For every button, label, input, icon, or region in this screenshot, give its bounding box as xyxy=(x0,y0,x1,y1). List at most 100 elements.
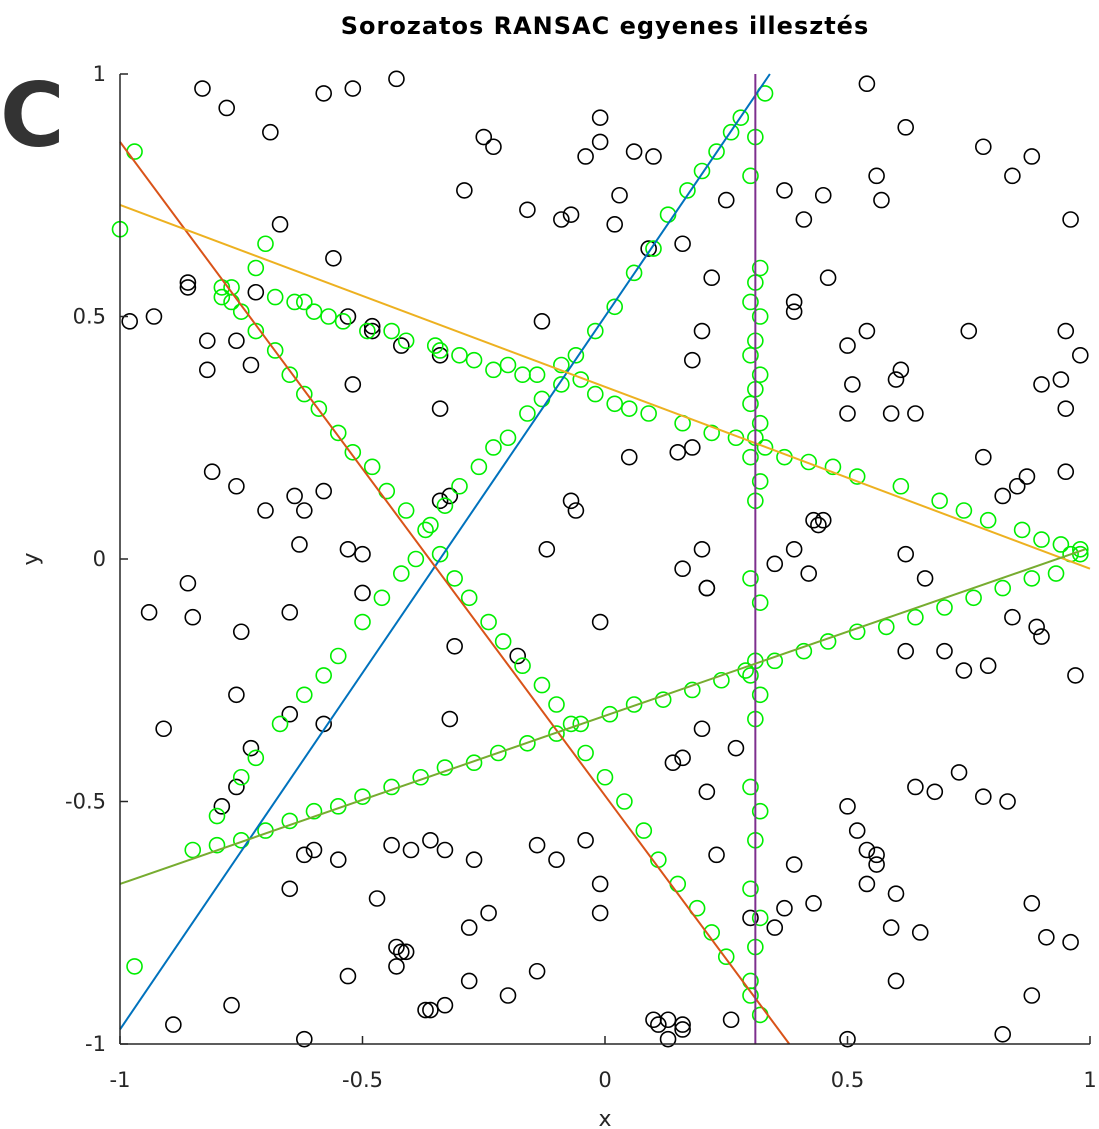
inlier-point xyxy=(616,793,633,810)
inlier-point xyxy=(431,342,449,359)
inlier-point xyxy=(465,351,483,369)
outlier-point xyxy=(1008,477,1026,495)
outlier-point xyxy=(533,313,551,330)
inlier-point xyxy=(247,259,265,277)
outlier-point xyxy=(907,405,924,422)
inlier-point xyxy=(756,439,774,456)
inlier-point xyxy=(426,337,444,354)
outlier-point xyxy=(271,216,289,233)
x-axis-label: x xyxy=(598,1107,611,1129)
outlier-point xyxy=(674,749,691,767)
outlier-point xyxy=(611,186,628,204)
outlier-point xyxy=(339,308,357,325)
inlier-point xyxy=(848,468,866,485)
inlier-point xyxy=(533,390,551,408)
inlier-point xyxy=(451,477,468,495)
outlier-point xyxy=(548,851,565,869)
inlier-point xyxy=(708,143,725,160)
outlier-point xyxy=(936,642,953,660)
inlier-point xyxy=(514,657,531,675)
inlier-point xyxy=(800,453,818,471)
outlier-point xyxy=(708,846,725,864)
inlier-point xyxy=(213,288,231,306)
inlier-point xyxy=(742,667,759,684)
outlier-point xyxy=(645,148,662,165)
outlier-point xyxy=(417,1001,434,1019)
outlier-point xyxy=(1004,167,1021,185)
inlier-point xyxy=(640,405,657,422)
outlier-point xyxy=(179,274,197,291)
inlier-point xyxy=(1023,570,1041,587)
outlier-point xyxy=(897,545,915,563)
inlier-point xyxy=(693,162,711,180)
outlier-point xyxy=(1052,371,1070,388)
outlier-point xyxy=(286,487,303,505)
outlier-point xyxy=(262,123,279,141)
outlier-point xyxy=(717,191,735,209)
inlier-point xyxy=(625,696,643,713)
inlier-point xyxy=(431,545,449,563)
outlier-point xyxy=(674,1016,691,1033)
inlier-point xyxy=(363,458,381,476)
outlier-point xyxy=(911,924,929,941)
outlier-point xyxy=(1033,376,1050,393)
outlier-point xyxy=(974,788,992,805)
plot-marks xyxy=(111,70,1091,1048)
inlier-point xyxy=(742,167,759,185)
outlier-point xyxy=(422,1001,439,1019)
inlier-point xyxy=(208,807,226,825)
outlier-point xyxy=(388,938,405,956)
inlier-point xyxy=(329,647,347,665)
inlier-point xyxy=(1033,531,1050,548)
y-tick-label: 0 xyxy=(93,547,106,571)
inlier-point xyxy=(295,686,313,704)
outlier-point xyxy=(281,880,299,898)
outlier-point xyxy=(145,308,163,325)
outlier-point xyxy=(1023,987,1041,1004)
outlier-point xyxy=(960,322,978,340)
y-tick-label: 1 xyxy=(93,62,106,86)
outlier-point xyxy=(480,904,497,922)
inlier-point xyxy=(295,385,313,403)
outlier-point xyxy=(509,647,527,665)
outlier-point xyxy=(194,80,211,97)
outlier-point xyxy=(199,361,216,379)
outlier-point xyxy=(606,216,624,233)
outlier-point xyxy=(140,604,158,621)
inlier-point xyxy=(683,681,701,699)
inlier-point xyxy=(305,802,323,820)
inlier-point xyxy=(877,618,895,636)
outlier-point xyxy=(325,249,342,267)
outlier-point xyxy=(887,885,905,902)
inlier-point xyxy=(397,502,415,519)
outlier-point xyxy=(228,332,245,350)
outlier-point xyxy=(1072,346,1089,364)
outlier-point xyxy=(213,798,231,815)
inlier-point xyxy=(620,400,638,417)
inlier-point xyxy=(751,802,769,820)
inlier-point xyxy=(751,473,769,490)
outlier-point xyxy=(397,943,415,961)
outlier-point xyxy=(441,487,459,505)
outlier-point xyxy=(383,836,400,854)
outlier-point xyxy=(591,133,609,151)
outlier-point xyxy=(620,448,638,466)
inlier-point xyxy=(392,565,410,582)
outlier-point xyxy=(926,783,944,801)
outlier-point xyxy=(776,899,793,917)
inlier-point xyxy=(606,395,624,413)
inlier-point xyxy=(359,322,376,340)
inlier-point xyxy=(742,293,759,311)
inlier-point xyxy=(742,395,759,413)
inlier-point xyxy=(354,613,371,631)
inlier-point xyxy=(310,400,328,417)
outlier-point xyxy=(650,1016,667,1033)
outlier-point xyxy=(994,1026,1012,1043)
outlier-point xyxy=(436,841,454,859)
outlier-point xyxy=(892,361,910,379)
outlier-point xyxy=(955,662,973,679)
inlier-point xyxy=(126,143,143,160)
outlier-point xyxy=(693,540,711,558)
inlier-point xyxy=(703,424,721,442)
